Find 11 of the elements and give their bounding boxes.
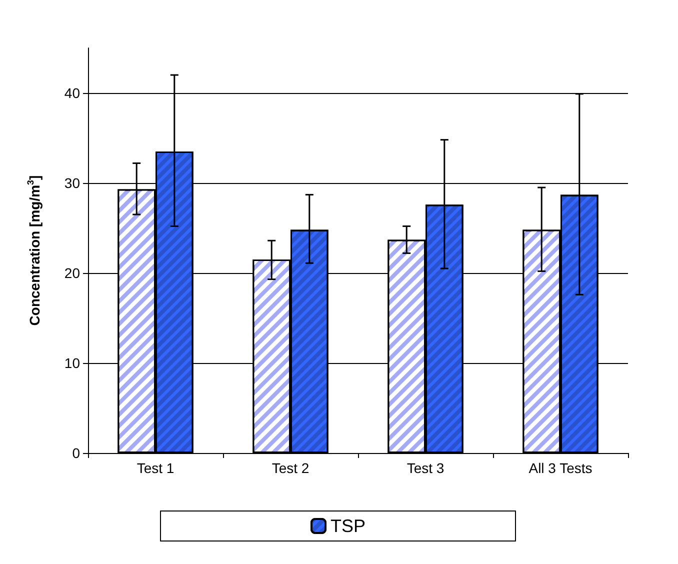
x-tick-label: All 3 Tests: [528, 460, 592, 476]
y-tick-label: 10: [64, 355, 80, 371]
x-tick-label: Test 2: [272, 460, 310, 476]
legend-label: TSP: [330, 516, 366, 536]
x-tick-label: Test 1: [136, 460, 174, 476]
y-tick-label: 0: [72, 445, 80, 461]
y-tick-label: 30: [64, 175, 80, 191]
y-tick-label: 20: [64, 265, 80, 281]
y-tick-label: 40: [64, 85, 80, 101]
x-tick-label: Test 3: [406, 460, 444, 476]
y-axis-title: Concentration [mg/m3]: [26, 175, 42, 326]
